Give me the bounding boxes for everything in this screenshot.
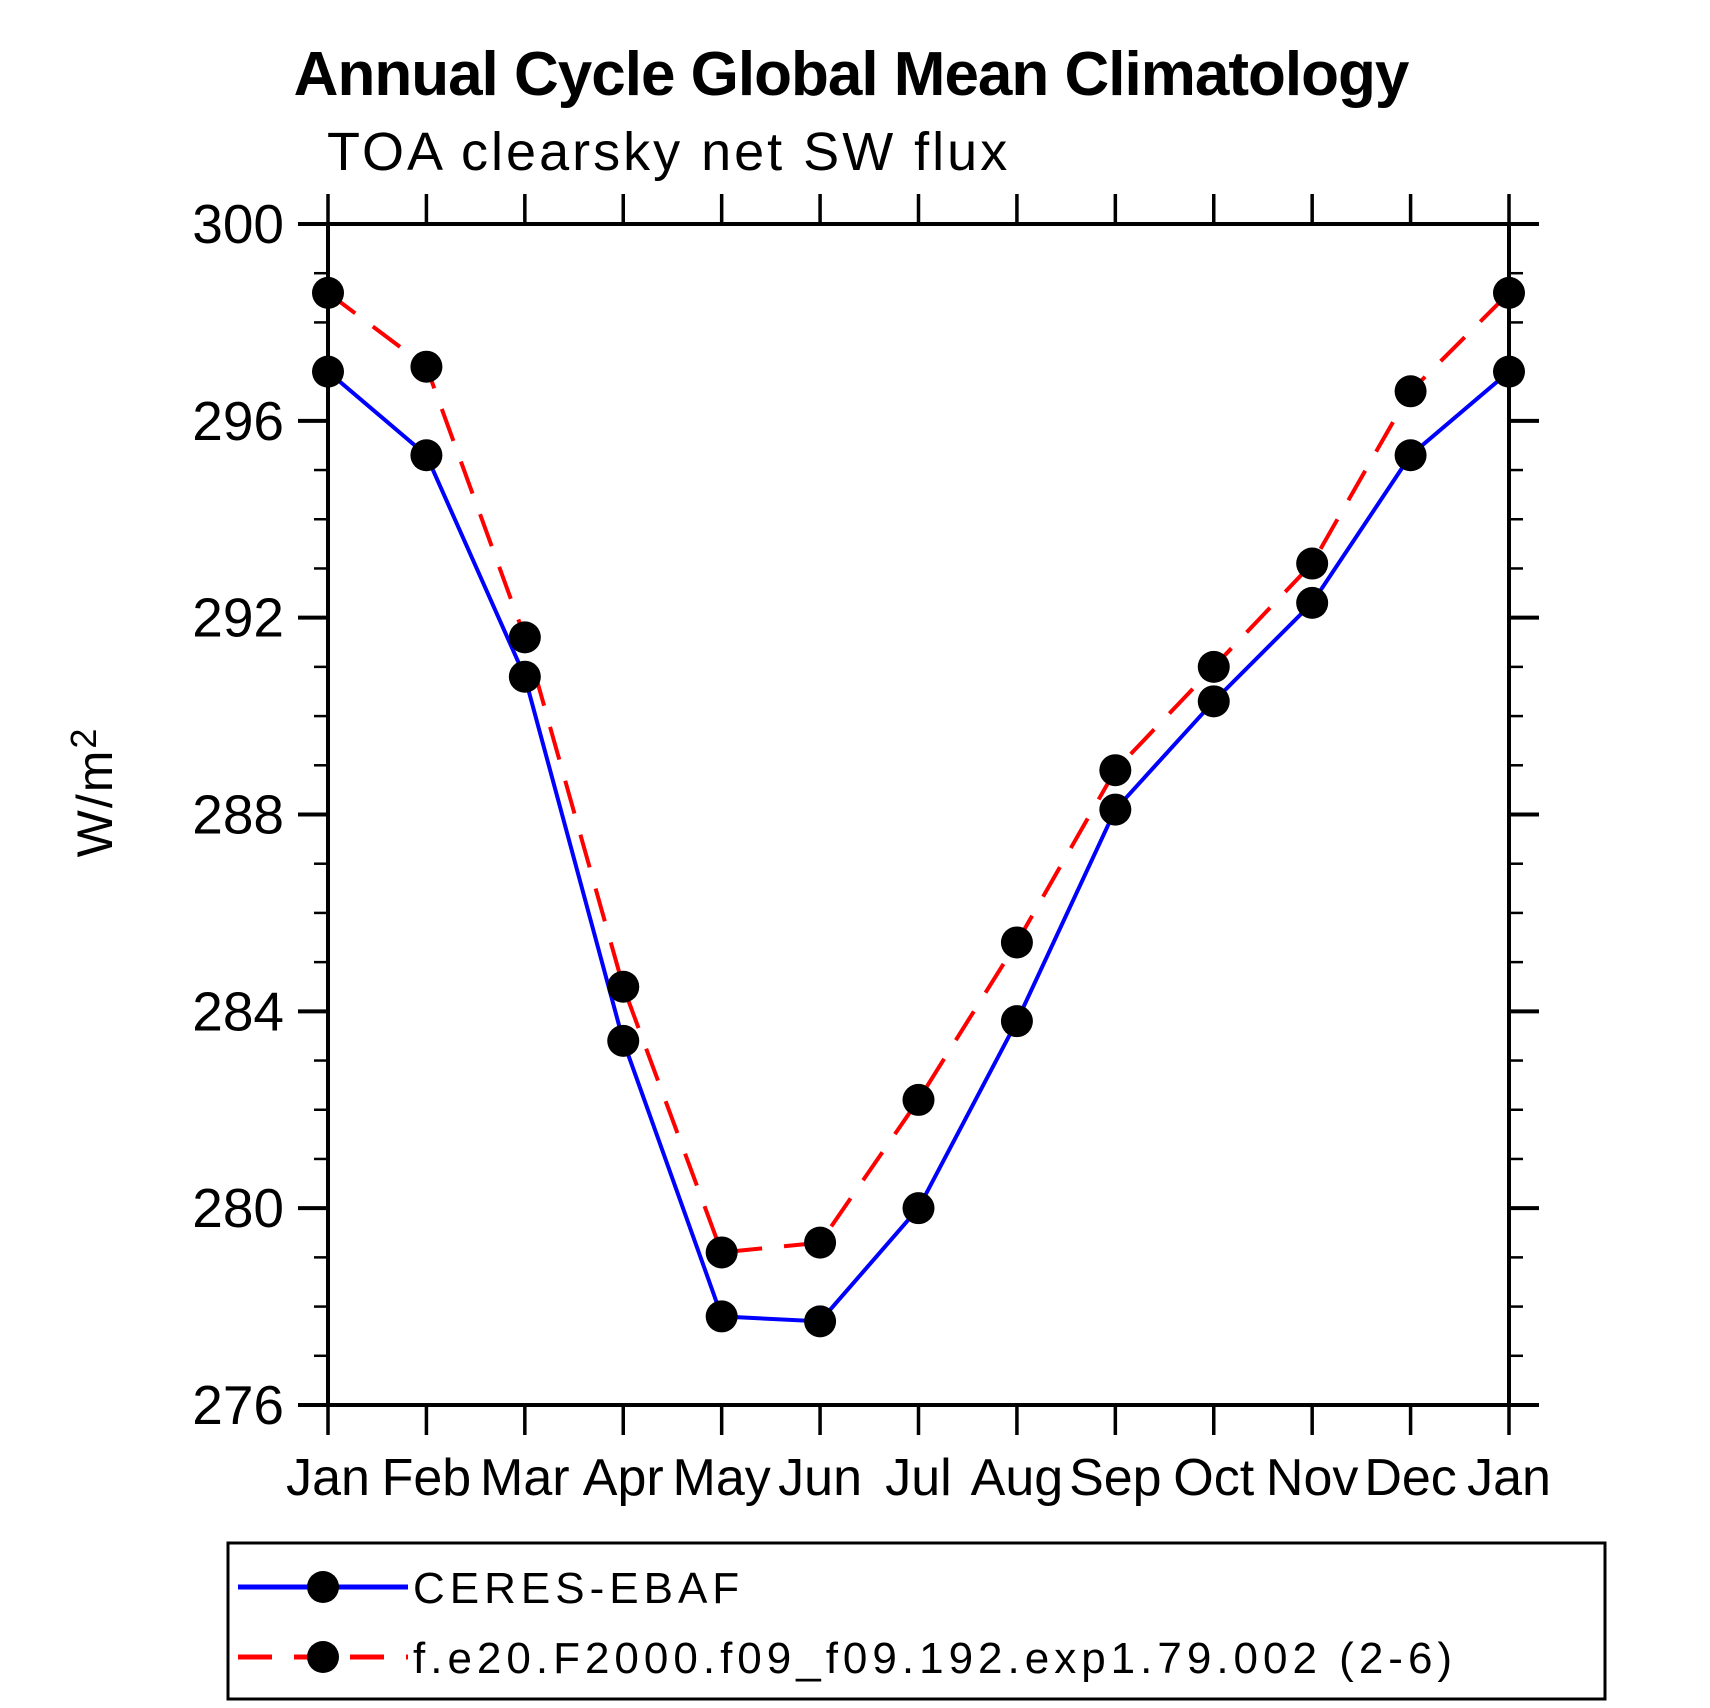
- svg-text:296: 296: [192, 390, 284, 452]
- legend-label-ceres-ebaf: CERES-EBAF: [413, 1564, 744, 1613]
- svg-text:292: 292: [192, 587, 284, 649]
- x-axis-ticks: [326, 194, 1511, 1435]
- svg-text:Apr: Apr: [583, 1449, 664, 1507]
- svg-text:288: 288: [192, 784, 284, 846]
- svg-text:280: 280: [192, 1177, 284, 1239]
- x-axis-tick-labels: Jan Feb Mar Apr May Jun Jul Aug Sep Oct Nov Dec Jan: [286, 1449, 1551, 1507]
- legend: CERES-EBAF f.e20.F2000.f09_f09.192.exp1.…: [226, 1541, 1607, 1701]
- ceres-ebaf-line: [326, 370, 1511, 1324]
- f-e20-f2000-f09-f09-192-exp1-79-002-2-6-legend-marker: [307, 1641, 339, 1673]
- svg-text:Mar: Mar: [480, 1449, 570, 1507]
- y-axis-ticks: [298, 222, 1539, 1407]
- legend-label-model-run: f.e20.F2000.f09_f09.192.exp1.79.002 (2-6…: [413, 1634, 1457, 1683]
- svg-text:300: 300: [192, 193, 284, 255]
- ceres-ebaf-legend-marker: [307, 1571, 339, 1603]
- svg-text:Aug: Aug: [971, 1449, 1064, 1507]
- svg-text:Jan: Jan: [1467, 1449, 1551, 1507]
- svg-text:Nov: Nov: [1266, 1449, 1358, 1507]
- plot-frame: [326, 222, 1511, 1407]
- svg-text:284: 284: [192, 980, 284, 1042]
- y-axis-tick-labels: 276 280 284 288 292 296 300: [192, 193, 284, 1436]
- legend-border: [226, 1541, 1607, 1701]
- ceres-ebaf-markers: [312, 355, 1525, 1338]
- svg-text:Jun: Jun: [778, 1449, 862, 1507]
- chart-subtitle: TOA clearsky net SW flux: [327, 122, 1010, 182]
- svg-text:May: May: [673, 1449, 771, 1507]
- y-axis-title: W/m2: [63, 727, 123, 858]
- svg-text:276: 276: [192, 1374, 284, 1436]
- svg-text:Feb: Feb: [382, 1449, 472, 1507]
- svg-text:Dec: Dec: [1364, 1449, 1456, 1507]
- svg-text:Jul: Jul: [885, 1449, 951, 1507]
- f-e20-f2000-f09-f09-192-exp1-79-002-2-6-markers: [312, 276, 1525, 1269]
- page-title: Annual Cycle Global Mean Climatology: [294, 40, 1410, 109]
- svg-text:Jan: Jan: [286, 1449, 370, 1507]
- legend-swatches: [238, 1571, 408, 1673]
- svg-text:Sep: Sep: [1069, 1449, 1162, 1507]
- svg-text:Oct: Oct: [1173, 1449, 1254, 1507]
